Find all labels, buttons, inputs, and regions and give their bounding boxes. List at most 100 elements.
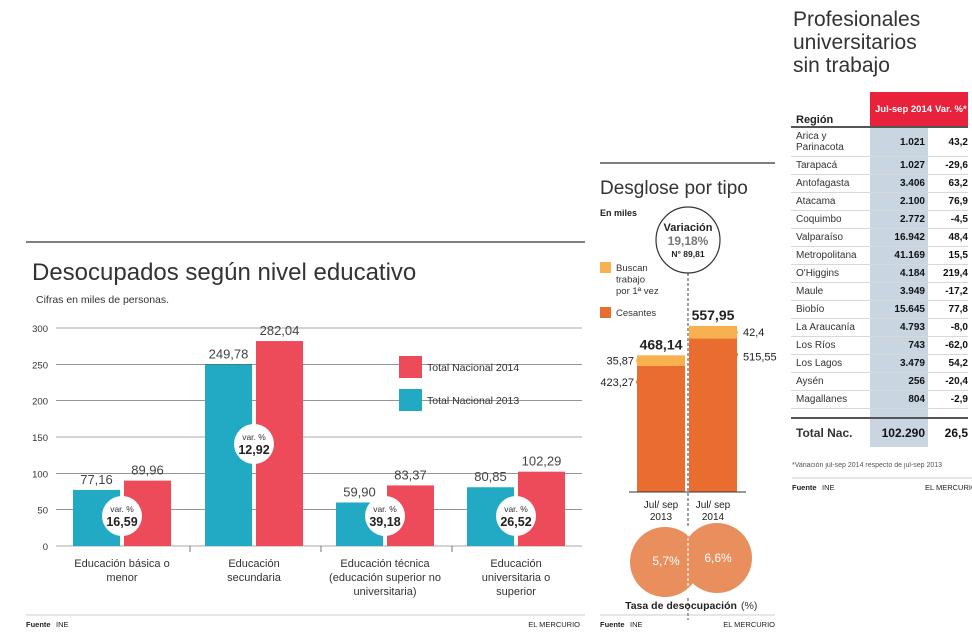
right-footer-fuente-label: Fuente <box>792 483 817 492</box>
region-var: 77,8 <box>928 300 968 319</box>
legend-buscan-label: Buscan <box>616 263 648 274</box>
stack-cesantes <box>637 366 685 492</box>
stack-total-label: 468,14 <box>640 336 683 352</box>
legend-cesantes-label: Cesantes <box>616 308 656 319</box>
table-row: Arica y Parinacota 1.021 43,2 <box>791 127 968 157</box>
variation-badge <box>102 496 142 536</box>
center-footer-brand: EL MERCURIO <box>723 620 775 629</box>
category-label: Educación básica o <box>74 558 169 570</box>
region-name: Los Lagos <box>791 354 870 373</box>
region-var: -20,4 <box>928 372 968 391</box>
left-subtitle: Cifras en miles de personas. <box>36 294 169 306</box>
variation-pct: 19,18% <box>668 234 709 248</box>
bar-2013-label: 80,85 <box>474 469 507 484</box>
table-note: *Variación jul-sep 2014 respecto de jul-… <box>792 462 943 469</box>
bar-2014-label: 89,96 <box>131 463 164 478</box>
regions-table: Región Jul-sep 2014 Var. %* Arica y Pari… <box>791 92 968 447</box>
category-label: Educación técnica <box>340 558 430 570</box>
rate-2014-value: 6,6% <box>704 551 732 565</box>
stack-buscan-label: 35,87 <box>606 356 634 368</box>
col-var-header: Var. %* <box>928 92 968 128</box>
y-tick-label: 250 <box>32 360 48 371</box>
legend-2013-label: Total Nacional 2013 <box>427 395 519 407</box>
table-row: Valparaíso 16.942 48,4 <box>791 228 968 247</box>
region-value: 3.406 <box>870 174 928 193</box>
region-value: 743 <box>870 336 928 355</box>
region-var: 76,9 <box>928 192 968 211</box>
category-label: menor <box>106 572 138 584</box>
footer-fuente-label: Fuente <box>26 620 51 629</box>
table-row: Metropolitana 41.169 15,5 <box>791 246 968 265</box>
rate-2013-value: 5,7% <box>652 554 680 568</box>
total-row: Total Nac. 102.290 26,5 <box>791 418 968 447</box>
rate-label: Tasa de desocupación <box>625 600 737 612</box>
region-name: Los Ríos <box>791 336 870 355</box>
y-tick-label: 200 <box>32 397 48 408</box>
variation-value: 16,59 <box>106 515 137 529</box>
stack-cesantes <box>689 338 737 492</box>
variation-value: 39,18 <box>369 515 400 529</box>
region-value: 16.942 <box>870 228 928 247</box>
legend-buscan-label: trabajo <box>616 275 645 286</box>
region-name: Atacama <box>791 192 870 211</box>
variation-value: 12,92 <box>238 443 269 457</box>
variation-n: N° 89,81 <box>671 249 704 259</box>
col-region-header: Región <box>791 92 870 128</box>
col-jul-header: Jul-sep 2014 <box>870 92 932 128</box>
region-name: Arica y Parinacota <box>791 127 870 157</box>
rate-2013-circle <box>630 527 700 597</box>
footer-fuente: INE <box>56 620 69 629</box>
category-label: Educación <box>228 558 279 570</box>
region-value: 15.645 <box>870 300 928 319</box>
table-title-line: Profesionales <box>793 8 921 31</box>
region-var: -62,0 <box>928 336 968 355</box>
region-var: -4,5 <box>928 210 968 229</box>
region-var: 54,2 <box>928 354 968 373</box>
center-footer-fuente: INE <box>630 620 643 629</box>
legend-buscan-swatch <box>600 262 611 273</box>
region-name: Metropolitana <box>791 246 870 265</box>
region-var: -8,0 <box>928 318 968 337</box>
right-footer-fuente: INE <box>822 483 835 492</box>
region-name: Maule <box>791 282 870 301</box>
legend-2013-swatch <box>399 389 422 411</box>
region-name: Valparaíso <box>791 228 870 247</box>
table-row: Coquimbo 2.772 -4,5 <box>791 210 968 229</box>
region-value: 41.169 <box>870 246 928 265</box>
bar-2013-label: 249,78 <box>209 346 249 361</box>
category-label: universitaria) <box>354 586 417 598</box>
rate-2014-circle <box>682 523 752 593</box>
marker-dot <box>734 352 738 357</box>
table-row: Biobío 15.645 77,8 <box>791 300 968 319</box>
bar-2013-label: 77,16 <box>80 472 113 487</box>
total-value: 102.290 <box>870 418 928 447</box>
y-tick-label: 150 <box>32 433 48 444</box>
stack-total-label: 557,95 <box>692 307 735 323</box>
region-value: 4.184 <box>870 264 928 283</box>
rate-unit: (%) <box>741 600 757 612</box>
region-value: 3.949 <box>870 282 928 301</box>
y-tick-label: 100 <box>32 469 48 480</box>
region-value: 2.772 <box>870 210 928 229</box>
region-value: 2.100 <box>870 192 928 211</box>
stack-cesantes-label: 423,27 <box>600 377 634 389</box>
variation-value: 26,52 <box>500 515 531 529</box>
footer-brand: EL MERCURIO <box>528 620 580 629</box>
right-footer-brand: EL MERCURIO <box>925 483 972 492</box>
variation-label: var. % <box>373 504 397 514</box>
region-var: -17,2 <box>928 282 968 301</box>
period-2014-line: Jul/ sep <box>696 500 731 511</box>
table-row: Atacama 2.100 76,9 <box>791 192 968 211</box>
region-name: Magallanes <box>791 390 870 409</box>
region-var: -29,6 <box>928 156 968 175</box>
table-row: Antofagasta 3.406 63,2 <box>791 174 968 193</box>
region-name: La Araucanía <box>791 318 870 337</box>
center-footer-fuente-label: Fuente <box>600 620 625 629</box>
region-name: Coquimbo <box>791 210 870 229</box>
left-title: Desocupados según nivel educativo <box>32 259 416 286</box>
legend-2014-label: Total Nacional 2014 <box>427 362 519 374</box>
period-2013-line: 2013 <box>650 512 673 523</box>
region-var: 48,4 <box>928 228 968 247</box>
bar-2014-label: 282,04 <box>260 323 300 338</box>
